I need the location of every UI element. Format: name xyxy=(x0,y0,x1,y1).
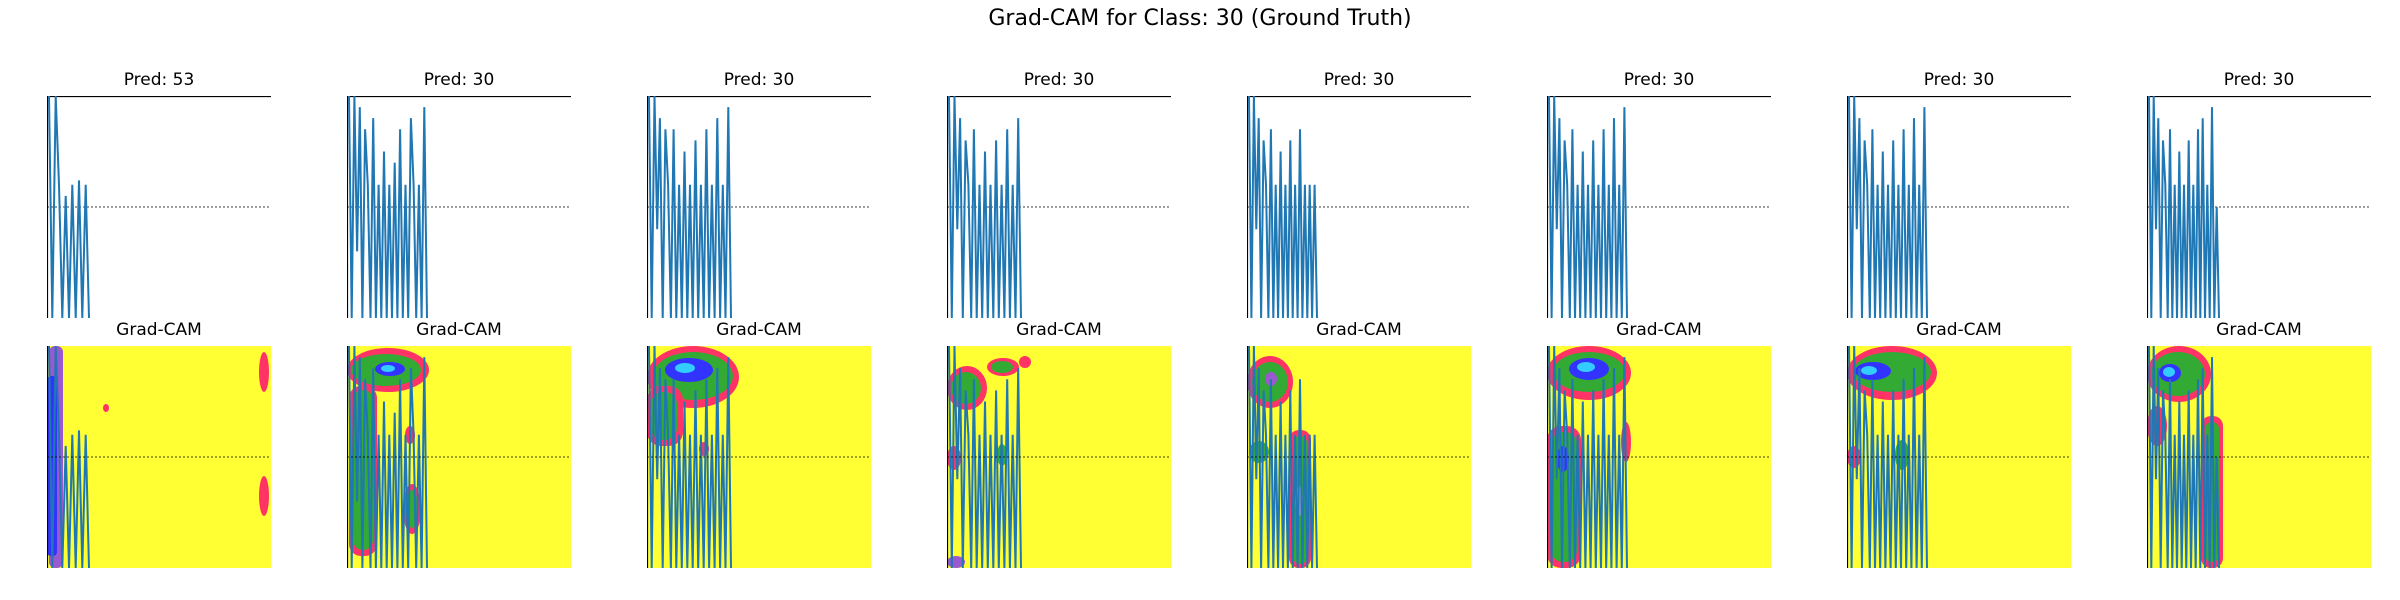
signal-panel-1 xyxy=(47,96,271,318)
heat-blob xyxy=(1577,362,1595,372)
heatmap-title-5: Grad-CAM xyxy=(1316,320,1402,340)
panel-title-2: Pred: 30 xyxy=(423,70,495,90)
heat-blob xyxy=(103,404,109,412)
signal-plot-2 xyxy=(347,96,571,318)
signal-panel-8 xyxy=(2147,96,2371,318)
signal-plot-1 xyxy=(47,96,271,318)
signal-panel-7 xyxy=(1847,96,2071,318)
gradcam-panel-8 xyxy=(2147,346,2371,568)
signal-panel-5 xyxy=(1247,96,1471,318)
signal-line xyxy=(948,346,1022,568)
signal-line xyxy=(348,96,428,318)
heatmap-title-3: Grad-CAM xyxy=(716,320,802,340)
gradcam-panel-3 xyxy=(647,346,871,568)
heatmap-title-7: Grad-CAM xyxy=(1916,320,2002,340)
figure-title: Grad-CAM for Class: 30 (Ground Truth) xyxy=(988,6,1412,31)
heat-blob xyxy=(381,365,395,372)
panel-title-6: Pred: 30 xyxy=(1623,70,1695,90)
signal-line xyxy=(1548,96,1628,318)
heat-blob xyxy=(1019,356,1031,368)
panel-title-8: Pred: 30 xyxy=(2223,70,2295,90)
signal-line xyxy=(2148,346,2220,568)
panel-title-1: Pred: 53 xyxy=(123,70,195,90)
heat-blob xyxy=(47,376,57,556)
signal-line xyxy=(1548,346,1628,568)
gradcam-signal-3 xyxy=(647,346,871,568)
heatmap-title-1: Grad-CAM xyxy=(116,320,202,340)
heatmap-title-4: Grad-CAM xyxy=(1016,320,1102,340)
signal-line xyxy=(1848,96,1928,318)
heat-blob xyxy=(1861,366,1877,375)
gradcam-panel-5 xyxy=(1247,346,1471,568)
heatmap-title-8: Grad-CAM xyxy=(2216,320,2302,340)
heat-blob xyxy=(259,352,269,392)
signal-plot-7 xyxy=(1847,96,2071,318)
gradcam-panel-7 xyxy=(1847,346,2071,568)
signal-plot-8 xyxy=(2147,96,2371,318)
gradcam-panel-4 xyxy=(947,346,1171,568)
signal-panel-3 xyxy=(647,96,871,318)
gradcam-signal-5 xyxy=(1247,346,1471,568)
signal-plot-5 xyxy=(1247,96,1471,318)
signal-line xyxy=(1248,96,1318,318)
signal-panel-2 xyxy=(347,96,571,318)
heatmap-title-6: Grad-CAM xyxy=(1616,320,1702,340)
gradcam-panel-2 xyxy=(347,346,571,568)
heat-blob xyxy=(259,476,269,516)
heatmap-title-2: Grad-CAM xyxy=(416,320,502,340)
gradcam-signal-1 xyxy=(47,346,271,568)
heat-blob xyxy=(675,363,695,373)
panel-title-4: Pred: 30 xyxy=(1023,70,1095,90)
heat-blob xyxy=(699,442,709,456)
signal-line xyxy=(648,96,732,318)
signal-line xyxy=(2148,96,2220,318)
signal-plot-3 xyxy=(647,96,871,318)
gradcam-panel-6 xyxy=(1547,346,1771,568)
gradcam-panel-1 xyxy=(47,346,271,568)
heat-blob xyxy=(2163,367,2175,377)
gradcam-signal-4 xyxy=(947,346,1171,568)
signal-panel-4 xyxy=(947,96,1171,318)
gradcam-signal-7 xyxy=(1847,346,2071,568)
signal-panel-6 xyxy=(1547,96,1771,318)
signal-line xyxy=(948,96,1022,318)
panel-title-3: Pred: 30 xyxy=(723,70,795,90)
signal-line xyxy=(1848,346,1928,568)
panel-title-7: Pred: 30 xyxy=(1923,70,1995,90)
signal-line xyxy=(648,346,732,568)
panel-title-5: Pred: 30 xyxy=(1323,70,1395,90)
heat-blob xyxy=(991,361,1013,373)
signal-line xyxy=(1248,346,1318,568)
signal-plot-6 xyxy=(1547,96,1771,318)
gradcam-signal-2 xyxy=(347,346,571,568)
gradcam-signal-8 xyxy=(2147,346,2371,568)
gradcam-signal-6 xyxy=(1547,346,1771,568)
signal-plot-4 xyxy=(947,96,1171,318)
heat-blob xyxy=(1265,372,1277,386)
signal-line xyxy=(348,346,428,568)
